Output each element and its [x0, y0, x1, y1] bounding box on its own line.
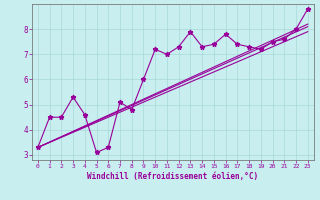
- X-axis label: Windchill (Refroidissement éolien,°C): Windchill (Refroidissement éolien,°C): [87, 172, 258, 181]
